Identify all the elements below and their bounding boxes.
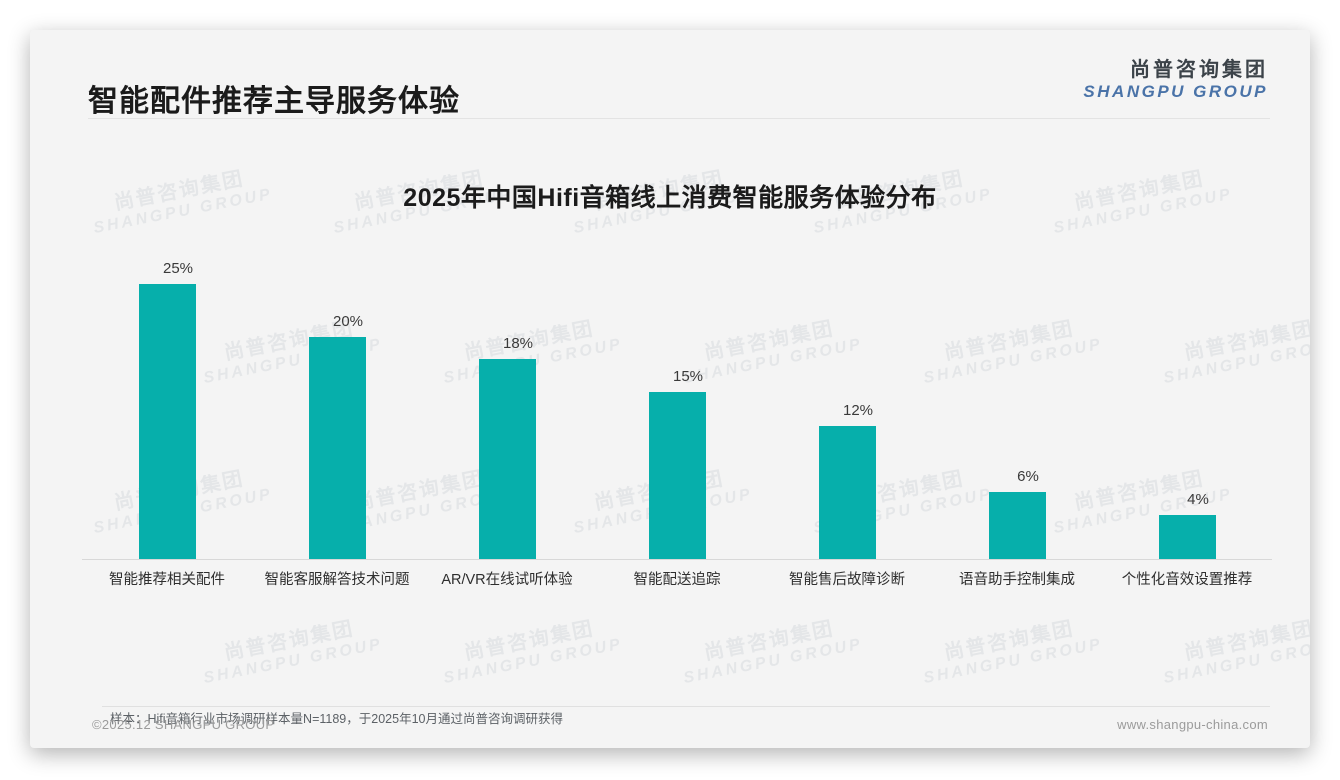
page-title: 智能配件推荐主导服务体验 (88, 85, 460, 118)
x-axis-labels: 智能推荐相关配件 智能客服解答技术问题 AR/VR在线试听体验 智能配送追踪 智能售后故… (82, 568, 1272, 589)
x-axis-label: 智能售后故障诊断 (789, 572, 905, 588)
slide-card: 尚普咨询集团 SHANGPU GROUP 尚普咨询集团 SHANGPU GROUP 尚普… (30, 30, 1310, 748)
x-axis-label: 语音助手控制集成 (959, 572, 1075, 588)
x-axis-label: 智能客服解答技术问题 (264, 572, 410, 588)
bar[interactable] (308, 336, 366, 559)
x-axis-label: 智能推荐相关配件 (109, 572, 225, 588)
footnote-text: 样本：Hifi音箱行业市场调研样本量N=1189，于2025年10月通过尚普咨询… (110, 712, 563, 726)
brand-logo: 尚普咨询集团 SHANGPU GROUP (1083, 58, 1268, 102)
bar-series: 25% 20% 18% 15% 12% 6% 4% (82, 260, 1272, 559)
x-axis-label: AR/VR在线试听体验 (441, 572, 573, 588)
bar-value-label: 6% (1017, 468, 1039, 486)
bar-value-label: 4% (1187, 490, 1209, 508)
logo-english-text: SHANGPU GROUP (1083, 82, 1268, 101)
x-axis-label: 个性化音效设置推荐 (1121, 572, 1253, 588)
bar[interactable] (818, 425, 876, 559)
bar[interactable] (478, 359, 536, 559)
bar-slot: 18% (422, 260, 592, 559)
bar-slot: 15% (592, 260, 762, 559)
bar-value-label: 18% (502, 335, 534, 352)
bar-slot: 20% (252, 260, 422, 559)
bar-value-label: 20% (332, 312, 364, 330)
copyright-text: ©2025.12 SHANGPU GROUP (92, 717, 275, 732)
footnote-divider (102, 706, 1270, 707)
x-axis-label: 智能配送追踪 (633, 572, 721, 588)
header-divider (88, 118, 1270, 119)
bar-value-label: 12% (842, 401, 874, 419)
bar[interactable] (1158, 514, 1216, 559)
bar[interactable] (138, 284, 196, 559)
bar[interactable] (648, 392, 706, 559)
x-axis-line (82, 559, 1272, 560)
bar-slot: 12% (762, 260, 932, 559)
chart-plot-area: 25% 20% 18% 15% 12% 6% 4% (82, 260, 1272, 560)
slide-header: 智能配件推荐主导服务体验 尚普咨询集团 SHANGPU GROUP (30, 30, 1310, 119)
bar-slot: 4% (1102, 260, 1272, 559)
website-link[interactable]: www.shangpu-china.com (1117, 717, 1268, 732)
bar-slot: 25% (82, 260, 252, 559)
logo-chinese-text: 尚普咨询集团 (1130, 59, 1268, 81)
bar-slot: 6% (932, 260, 1102, 559)
bar-value-label: 15% (672, 368, 704, 386)
slide-footer: ©2025.12 SHANGPU GROUP www.shangpu-china… (30, 706, 1310, 748)
chart-title: 2025年中国Hifi音箱线上消费智能服务体验分布 (403, 184, 937, 212)
bar[interactable] (988, 492, 1046, 559)
bar-value-label: 25% (162, 260, 194, 277)
